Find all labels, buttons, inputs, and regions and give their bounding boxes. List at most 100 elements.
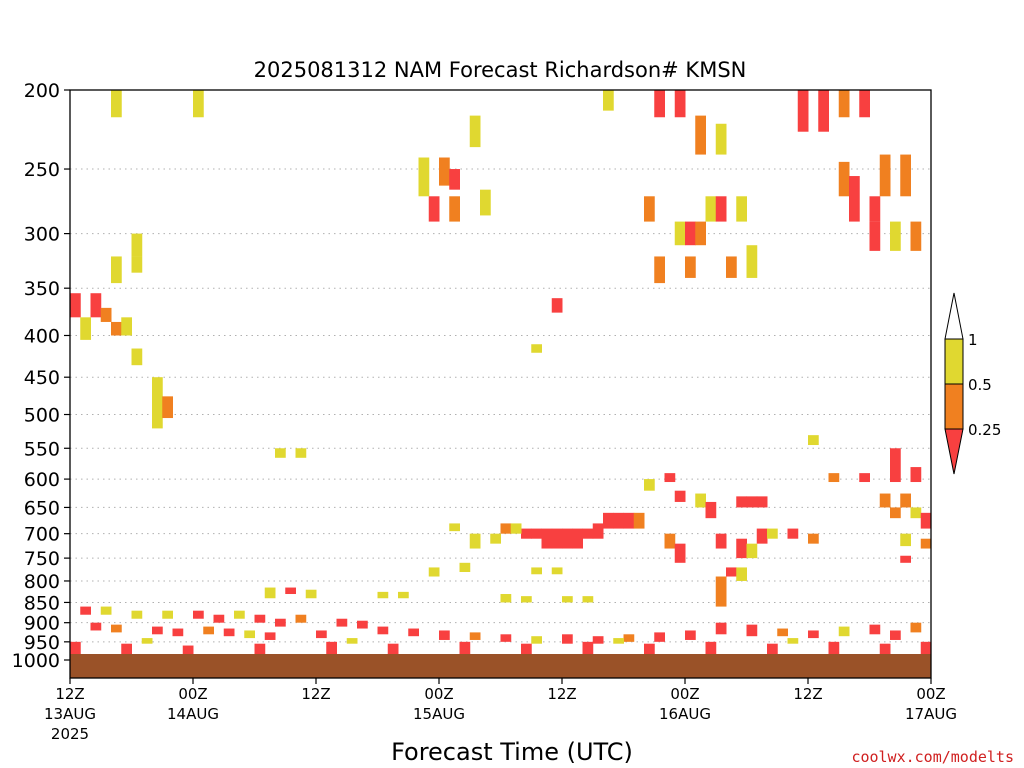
heatmap-cell bbox=[726, 256, 737, 278]
heatmap-cell bbox=[336, 618, 348, 627]
heatmap-cell bbox=[182, 645, 194, 655]
heatmap-cell bbox=[767, 643, 778, 655]
heatmap-cell bbox=[613, 512, 624, 529]
heatmap-cell bbox=[633, 512, 645, 529]
heatmap-cell bbox=[459, 641, 471, 655]
heatmap-cell bbox=[562, 596, 573, 603]
heatmap-cell bbox=[705, 501, 717, 519]
heatmap-cell bbox=[920, 538, 931, 549]
heatmap-cell bbox=[920, 641, 931, 655]
heatmap-cell bbox=[756, 496, 768, 508]
heatmap-cell bbox=[131, 233, 143, 257]
heatmap-cell bbox=[736, 567, 747, 581]
credit-link[interactable]: coolwx.com/modelts bbox=[851, 748, 1014, 766]
heatmap-cell bbox=[808, 533, 819, 544]
heatmap-cell bbox=[562, 528, 573, 549]
heatmap-cell bbox=[838, 161, 850, 197]
heatmap-cell bbox=[879, 643, 891, 655]
heatmap-cell bbox=[664, 473, 676, 483]
heatmap-cell bbox=[654, 632, 665, 642]
heatmap-cell bbox=[541, 528, 553, 549]
legend-label: 0.5 bbox=[968, 376, 992, 394]
heatmap-cell bbox=[152, 626, 163, 635]
heatmap-cell bbox=[162, 396, 173, 419]
heatmap-cell bbox=[705, 196, 717, 222]
heatmap-cell bbox=[521, 596, 532, 603]
heatmap-cell bbox=[859, 90, 870, 118]
heatmap-cell bbox=[295, 448, 307, 458]
heatmap-cell bbox=[869, 196, 881, 222]
x-tick-date: 17AUG bbox=[905, 705, 957, 723]
heatmap-cell bbox=[275, 448, 286, 458]
y-tick-label: 700 bbox=[24, 524, 60, 546]
heatmap-cell bbox=[213, 614, 225, 623]
heatmap-cell bbox=[910, 467, 922, 483]
heatmap-cell bbox=[100, 606, 112, 615]
heatmap-cell bbox=[264, 587, 276, 599]
heatmap-cell bbox=[900, 555, 911, 563]
heatmap-cell bbox=[705, 641, 717, 655]
y-tick-label: 300 bbox=[24, 224, 60, 246]
legend-swatch-0.5-1 bbox=[944, 338, 964, 385]
heatmap-cell bbox=[746, 496, 758, 508]
heatmap-cell bbox=[223, 628, 235, 637]
heatmap-cell bbox=[500, 594, 512, 603]
heatmap-cell bbox=[469, 533, 481, 549]
heatmap-cell bbox=[715, 123, 727, 155]
heatmap-cell bbox=[849, 176, 860, 222]
heatmap-cell bbox=[674, 490, 686, 502]
heatmap-cell bbox=[387, 643, 399, 655]
heatmap-cell bbox=[900, 533, 911, 547]
heatmap-cell bbox=[828, 641, 840, 655]
heatmap-cell bbox=[111, 624, 122, 633]
x-tick-label: 00Z bbox=[424, 685, 453, 703]
heatmap-cell bbox=[551, 567, 563, 575]
heatmap-cell bbox=[900, 154, 911, 197]
heatmap-cell bbox=[418, 157, 430, 197]
x-tick-label: 12Z bbox=[301, 685, 330, 703]
heatmap-cell bbox=[685, 630, 696, 640]
heatmap-cell bbox=[264, 632, 276, 640]
heatmap-cell bbox=[285, 587, 296, 595]
heatmap-cell bbox=[715, 196, 727, 222]
heatmap-cell bbox=[828, 473, 840, 483]
heatmap-cell bbox=[674, 543, 686, 563]
x-tick-label: 12Z bbox=[547, 685, 576, 703]
heatmap-cell bbox=[900, 493, 911, 508]
heatmap-cell bbox=[838, 626, 850, 637]
heatmap-cell bbox=[305, 589, 317, 599]
heatmap-cell bbox=[469, 115, 481, 148]
heatmap-cell bbox=[449, 523, 460, 532]
heatmap-cell bbox=[449, 169, 460, 190]
heatmap-cell bbox=[562, 634, 573, 644]
x-tick-label: 12Z bbox=[55, 685, 84, 703]
time-axis: 12Z 13AUG 2025 00Z 14AUG 12Z 00Z 15AUG 12Z 00Z 16A… bbox=[44, 678, 957, 743]
heatmap-cell bbox=[736, 196, 747, 222]
heatmap-cell bbox=[162, 610, 173, 619]
heatmap-cell bbox=[746, 624, 758, 637]
heatmap-cell bbox=[469, 632, 481, 640]
heatmap-cell bbox=[582, 596, 594, 603]
heatmap-cell bbox=[654, 90, 665, 118]
y-tick-label: 400 bbox=[24, 325, 60, 347]
heatmap-cell bbox=[767, 528, 778, 539]
x-tick-label: 00Z bbox=[670, 685, 699, 703]
y-tick-label: 550 bbox=[24, 438, 60, 460]
heatmap-cell bbox=[172, 628, 184, 637]
y-tick-label: 200 bbox=[24, 80, 60, 102]
heatmap-cell bbox=[695, 493, 706, 508]
pressure-gridlines bbox=[70, 168, 931, 661]
heatmap-cell bbox=[623, 634, 635, 642]
heatmap-cell bbox=[746, 543, 758, 559]
heatmap-cell bbox=[459, 562, 471, 573]
heatmap-cell bbox=[80, 606, 91, 615]
heatmap-cell bbox=[746, 245, 758, 278]
heatmap-cell bbox=[490, 533, 501, 544]
y-tick-label: 250 bbox=[24, 159, 60, 181]
heatmap-cell bbox=[254, 643, 266, 655]
heatmap-cell bbox=[797, 90, 809, 132]
heatmap-cell bbox=[203, 626, 214, 635]
heatmap-cell bbox=[100, 307, 112, 322]
y-tick-label: 650 bbox=[24, 497, 60, 519]
